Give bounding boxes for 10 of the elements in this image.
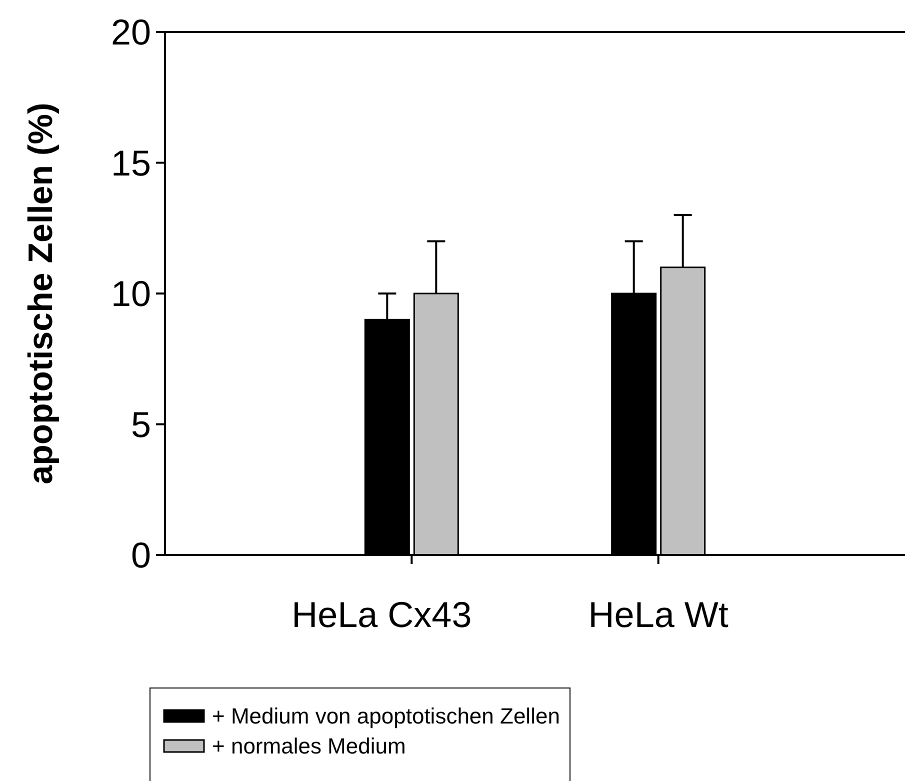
y-tick-label: 0: [130, 534, 151, 576]
y-tick-label: 20: [110, 12, 151, 53]
legend-label: + normales Medium: [212, 734, 406, 759]
y-tick-label: 15: [110, 142, 151, 184]
x-tick-label: HeLa Wt: [588, 594, 728, 635]
y-tick-label: 10: [110, 273, 151, 314]
x-tick-label: HeLa Cx43: [292, 594, 472, 635]
y-axis-title: apoptotische Zellen (%): [22, 102, 60, 484]
y-tick-label: 5: [130, 404, 151, 445]
legend-label: + Medium von apoptotischen Zellen: [212, 704, 560, 729]
